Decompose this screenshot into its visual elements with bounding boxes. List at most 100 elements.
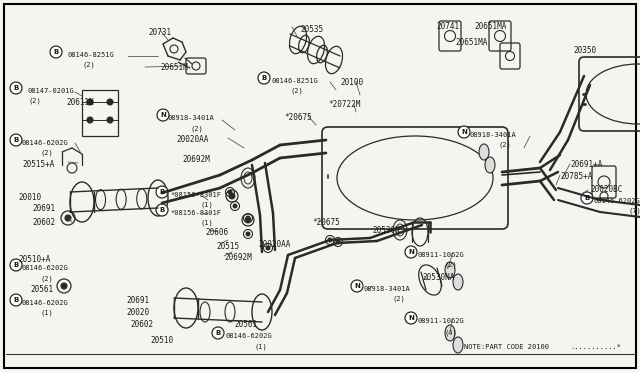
Text: 08918-3401A: 08918-3401A bbox=[470, 132, 516, 138]
Text: (2): (2) bbox=[290, 88, 303, 94]
Circle shape bbox=[258, 72, 270, 84]
Text: B: B bbox=[584, 195, 589, 201]
Text: 08147-0201G: 08147-0201G bbox=[28, 88, 75, 94]
Text: *08156-8301F: *08156-8301F bbox=[170, 210, 221, 216]
Text: (1): (1) bbox=[200, 202, 212, 208]
Text: N: N bbox=[408, 315, 414, 321]
Text: 20731: 20731 bbox=[148, 28, 171, 37]
Text: 20510: 20510 bbox=[150, 336, 173, 345]
Text: 20020: 20020 bbox=[126, 308, 149, 317]
Text: (1): (1) bbox=[40, 310, 52, 317]
Circle shape bbox=[458, 126, 470, 138]
Text: (1): (1) bbox=[255, 343, 268, 350]
Text: 08918-3401A: 08918-3401A bbox=[168, 115, 215, 121]
Circle shape bbox=[10, 294, 22, 306]
Text: 20535: 20535 bbox=[300, 25, 323, 34]
Circle shape bbox=[61, 283, 67, 289]
Circle shape bbox=[405, 246, 417, 258]
Text: B: B bbox=[13, 137, 19, 143]
Text: (2): (2) bbox=[392, 296, 404, 302]
Text: 20561: 20561 bbox=[30, 285, 53, 294]
Text: 20515: 20515 bbox=[216, 242, 239, 251]
Text: 20020BC: 20020BC bbox=[590, 185, 622, 194]
Circle shape bbox=[212, 327, 224, 339]
Circle shape bbox=[156, 204, 168, 216]
Text: 08146-8251G: 08146-8251G bbox=[68, 52, 115, 58]
Text: NOTE:PART CODE 20100: NOTE:PART CODE 20100 bbox=[464, 344, 549, 350]
Text: B: B bbox=[53, 49, 59, 55]
Text: 08146-6202G: 08146-6202G bbox=[22, 300, 68, 306]
Circle shape bbox=[65, 215, 71, 221]
Text: (2): (2) bbox=[28, 98, 41, 105]
Text: 20530NA: 20530NA bbox=[422, 273, 454, 282]
Bar bbox=[82, 90, 118, 136]
Circle shape bbox=[328, 238, 332, 242]
Ellipse shape bbox=[453, 274, 463, 290]
Circle shape bbox=[157, 109, 169, 121]
Text: B: B bbox=[216, 330, 221, 336]
Text: N: N bbox=[160, 112, 166, 118]
Text: *08156-8301F: *08156-8301F bbox=[170, 192, 221, 198]
Ellipse shape bbox=[445, 262, 455, 278]
Circle shape bbox=[246, 216, 250, 220]
Text: N: N bbox=[408, 249, 414, 255]
Text: 08146-6202G: 08146-6202G bbox=[22, 140, 68, 146]
Circle shape bbox=[245, 217, 251, 223]
Text: N: N bbox=[461, 129, 467, 135]
Text: (2): (2) bbox=[498, 142, 511, 148]
Text: (1): (1) bbox=[200, 220, 212, 227]
Ellipse shape bbox=[479, 144, 489, 160]
Circle shape bbox=[233, 204, 237, 208]
Text: 08146-6202G: 08146-6202G bbox=[22, 265, 68, 271]
Text: B: B bbox=[159, 207, 164, 213]
Circle shape bbox=[107, 117, 113, 123]
Text: B: B bbox=[13, 297, 19, 303]
Text: (2): (2) bbox=[445, 262, 458, 269]
Text: (2): (2) bbox=[40, 150, 52, 157]
Circle shape bbox=[266, 246, 270, 250]
Text: *20722M: *20722M bbox=[328, 100, 360, 109]
Circle shape bbox=[229, 193, 235, 199]
Text: 20611N: 20611N bbox=[66, 98, 93, 107]
Text: 20692M: 20692M bbox=[224, 253, 252, 262]
Text: 20020AA: 20020AA bbox=[176, 135, 209, 144]
Text: 20602: 20602 bbox=[32, 218, 55, 227]
Text: 20692M: 20692M bbox=[182, 155, 210, 164]
Text: 20691: 20691 bbox=[32, 204, 55, 213]
Circle shape bbox=[351, 280, 363, 292]
Text: (2): (2) bbox=[82, 62, 95, 68]
Text: 08146-6202G: 08146-6202G bbox=[594, 198, 640, 204]
Text: (7): (7) bbox=[628, 208, 640, 215]
Circle shape bbox=[10, 134, 22, 146]
Text: 08146-8251G: 08146-8251G bbox=[272, 78, 319, 84]
Text: ...........*: ...........* bbox=[570, 344, 621, 350]
Circle shape bbox=[107, 99, 113, 105]
Text: (4): (4) bbox=[445, 330, 458, 337]
Circle shape bbox=[581, 192, 593, 204]
Circle shape bbox=[50, 46, 62, 58]
Text: 20651M: 20651M bbox=[160, 63, 188, 72]
Ellipse shape bbox=[485, 157, 495, 173]
Text: B: B bbox=[13, 262, 19, 268]
Text: 08911-1062G: 08911-1062G bbox=[418, 252, 465, 258]
Circle shape bbox=[405, 312, 417, 324]
Circle shape bbox=[10, 82, 22, 94]
Text: 20691+A: 20691+A bbox=[570, 160, 602, 169]
Text: 20785+A: 20785+A bbox=[560, 172, 593, 181]
Text: 20010: 20010 bbox=[18, 193, 41, 202]
Text: 20651MA: 20651MA bbox=[474, 22, 506, 31]
Circle shape bbox=[10, 259, 22, 271]
Text: 20510+A: 20510+A bbox=[18, 255, 51, 264]
Ellipse shape bbox=[445, 325, 455, 341]
Text: 20530N: 20530N bbox=[372, 226, 400, 235]
Text: (2): (2) bbox=[40, 275, 52, 282]
Text: 20741: 20741 bbox=[436, 22, 459, 31]
Text: 20350: 20350 bbox=[573, 46, 596, 55]
Text: 20602: 20602 bbox=[130, 320, 153, 329]
Text: B: B bbox=[13, 85, 19, 91]
Text: *20675: *20675 bbox=[312, 218, 340, 227]
Circle shape bbox=[156, 186, 168, 198]
Text: (2): (2) bbox=[190, 125, 203, 131]
Text: 08918-3401A: 08918-3401A bbox=[364, 286, 411, 292]
Circle shape bbox=[228, 190, 232, 194]
